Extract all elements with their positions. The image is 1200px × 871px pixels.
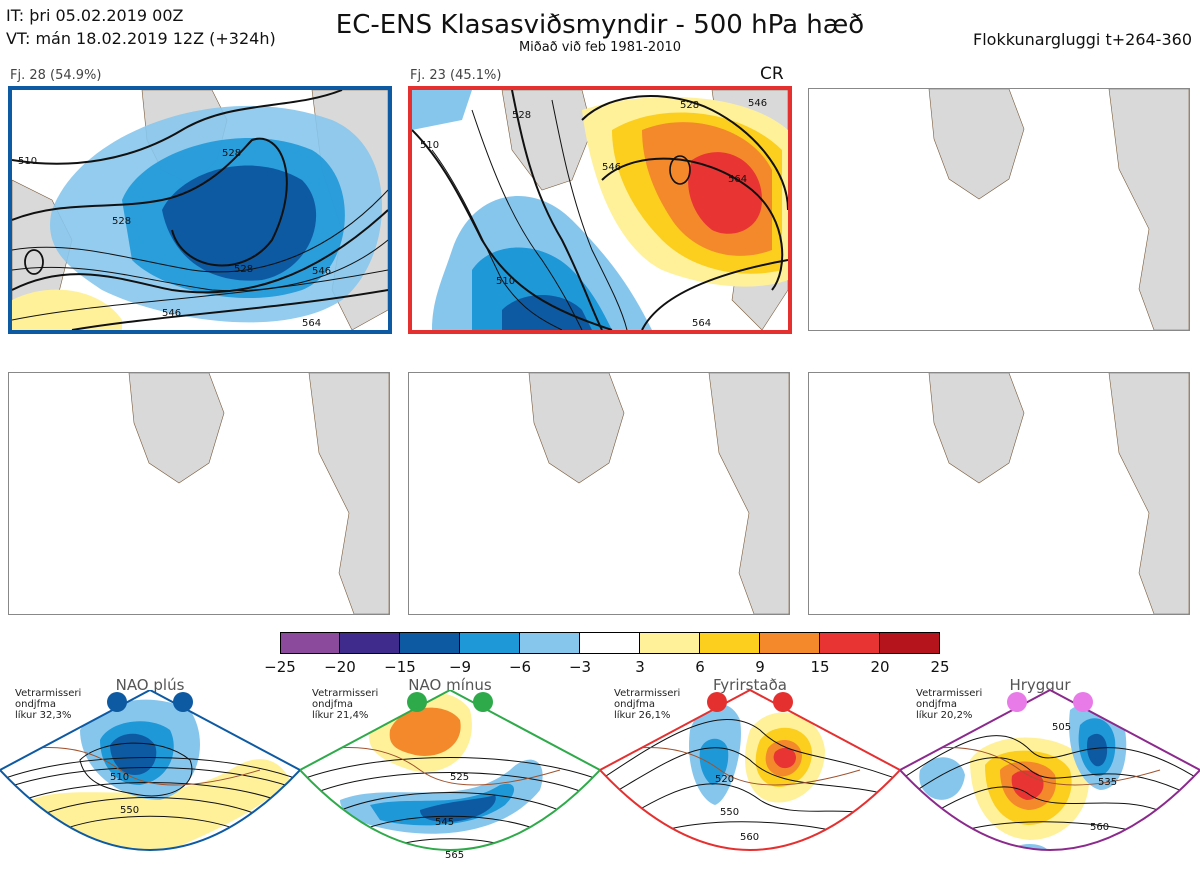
contour-label: 525 <box>450 772 469 783</box>
colorbar-tick: 6 <box>695 658 705 676</box>
valid-time: VT: mán 18.02.2019 12Z (+324h) <box>6 29 276 48</box>
regime-tag: CR <box>760 64 784 84</box>
cluster-map-empty-6 <box>808 372 1190 615</box>
colorbar-segment <box>400 632 460 654</box>
page-subtitle: Miðað við feb 1981-2010 <box>518 40 682 55</box>
contour-label-546: 546 <box>602 162 621 173</box>
colorbar-tick: −15 <box>384 658 416 676</box>
contour-label-510: 510 <box>18 156 37 167</box>
contour-label-546: 546 <box>162 308 181 319</box>
contour-label: 560 <box>740 832 759 843</box>
regime-title: Hryggur <box>1009 676 1071 694</box>
contour-label: 550 <box>120 805 139 816</box>
contour-label-528: 528 <box>680 100 699 111</box>
map-background <box>928 89 1189 330</box>
colorbar-segment <box>880 632 940 654</box>
cluster-map-1-graphic: 510 528 528 528 546 546 564 <box>12 90 388 330</box>
contour-label: 505 <box>1052 722 1071 733</box>
colorbar-tick: 9 <box>755 658 765 676</box>
contour-label-510: 510 <box>420 140 439 151</box>
map-background <box>528 373 789 614</box>
contour-label-528: 528 <box>234 264 253 275</box>
regime-marker <box>1073 692 1093 712</box>
header-run-info: IT: þri 05.02.2019 00Z VT: mán 18.02.201… <box>6 4 276 50</box>
anomaly-colorbar <box>280 632 940 654</box>
contour-label-564: 564 <box>302 318 321 329</box>
cluster-map-empty-3 <box>808 88 1190 331</box>
contour-label-528: 528 <box>222 148 241 159</box>
map-background <box>128 373 389 614</box>
colorbar-tick: −3 <box>568 658 592 676</box>
contour-label-564: 564 <box>728 174 747 185</box>
regime-note: Vetrarmisseri ondjfma líkur 32,3% <box>15 688 82 721</box>
cluster-map-2-graphic: 510 510 528 528 546 546 564 564 <box>412 90 788 330</box>
colorbar-segment <box>520 632 580 654</box>
contour-label-546: 546 <box>312 266 331 277</box>
contour-label: 560 <box>1090 822 1109 833</box>
regime-marker <box>407 692 427 712</box>
contour-label: 565 <box>445 850 464 861</box>
colorbar-tick: 20 <box>870 658 890 676</box>
regime-title: NAO plús <box>115 676 185 694</box>
colorbar-tick: −25 <box>264 658 296 676</box>
regime-marker <box>1007 692 1027 712</box>
regime-title: NAO mínus <box>408 676 492 694</box>
colorbar-segment <box>580 632 640 654</box>
colorbar-segment <box>340 632 400 654</box>
regime-marker <box>173 692 193 712</box>
regime-title: Fyrirstaða <box>713 676 787 694</box>
colorbar-segment <box>820 632 880 654</box>
regime-note: Vetrarmisseri ondjfma líkur 20,2% <box>916 688 983 721</box>
regime-fan-nao-plus: 510 550 <box>0 690 300 851</box>
contour-label: 510 <box>110 772 129 783</box>
contour-label-546: 546 <box>748 98 767 109</box>
regime-marker <box>107 692 127 712</box>
regime-note: Vetrarmisseri ondjfma líkur 26,1% <box>614 688 681 721</box>
colorbar-segment <box>280 632 340 654</box>
contour-label: 550 <box>720 807 739 818</box>
contour-label: 535 <box>1098 777 1117 788</box>
regime-note: Vetrarmisseri ondjfma líkur 21,4% <box>312 688 379 721</box>
colorbar-tick: −20 <box>324 658 356 676</box>
colorbar-tick: 25 <box>930 658 950 676</box>
page-title: EC-ENS Klasasviðsmyndir - 500 hPa hæð <box>335 10 865 40</box>
contour-label-528: 528 <box>112 216 131 227</box>
colorbar-tick: 15 <box>810 658 830 676</box>
classification-window: Flokkunargluggi t+264-360 <box>973 30 1192 49</box>
panel-2-label: Fj. 23 (45.1%) <box>410 68 502 83</box>
regime-marker <box>707 692 727 712</box>
colorbar-tick: 3 <box>635 658 645 676</box>
cluster-map-2[interactable]: 510 510 528 528 546 546 564 564 <box>408 86 792 334</box>
colorbar-segment <box>640 632 700 654</box>
cluster-map-1[interactable]: 510 528 528 528 546 546 564 <box>8 86 392 334</box>
contour-label-510: 510 <box>496 276 515 287</box>
cluster-map-empty-4 <box>8 372 390 615</box>
contour-label: 545 <box>435 817 454 828</box>
contour-label-564: 564 <box>692 318 711 329</box>
colorbar-segment <box>760 632 820 654</box>
map-background <box>928 373 1189 614</box>
panel-1-label: Fj. 28 (54.9%) <box>10 68 102 83</box>
colorbar-tick: −9 <box>448 658 472 676</box>
regime-fan-ridge: 505 535 560 <box>900 690 1200 851</box>
contour-label-528: 528 <box>512 110 531 121</box>
contour-label: 520 <box>715 774 734 785</box>
colorbar-tick: −6 <box>508 658 532 676</box>
regime-marker <box>773 692 793 712</box>
cluster-map-empty-5 <box>408 372 790 615</box>
regime-fan-nao-minus: 525 545 565 <box>300 690 600 861</box>
regime-fan-blocking: 520 550 560 <box>600 690 900 851</box>
colorbar-segment <box>460 632 520 654</box>
colorbar-segment <box>700 632 760 654</box>
init-time: IT: þri 05.02.2019 00Z <box>6 6 184 25</box>
regime-marker <box>473 692 493 712</box>
